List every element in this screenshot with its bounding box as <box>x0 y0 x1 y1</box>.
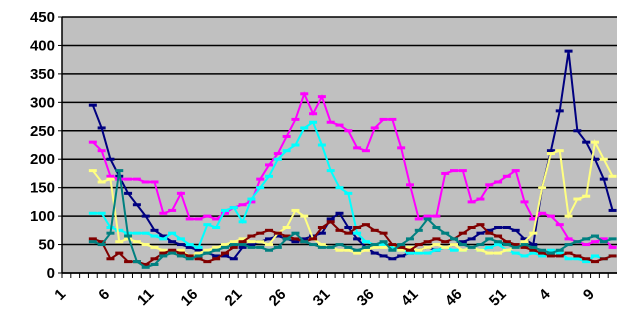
x-tick-label: 6 <box>95 286 113 304</box>
y-tick-label: 100 <box>30 208 55 225</box>
y-tick-label: 0 <box>47 265 55 282</box>
x-tick-label: 26 <box>266 286 290 310</box>
x-tick-label: 9 <box>580 286 598 304</box>
y-tick-label: 450 <box>30 9 55 26</box>
x-tick-label: 4 <box>536 285 554 303</box>
x-tick-label: 31 <box>310 286 334 310</box>
x-tick-label: 41 <box>398 286 422 310</box>
y-tick-label: 150 <box>30 180 55 197</box>
x-tick-label: 46 <box>442 286 466 310</box>
x-tick-label: 36 <box>354 286 378 310</box>
x-tick-label: 16 <box>178 286 202 310</box>
series-line <box>92 91 614 249</box>
y-tick-label: 400 <box>30 37 55 54</box>
y-tick-label: 50 <box>38 237 55 254</box>
x-tick-label: 1 <box>51 286 69 304</box>
y-tick-label: 200 <box>30 151 55 168</box>
y-tick-label: 250 <box>30 123 55 140</box>
x-tick-label: 11 <box>134 286 157 309</box>
x-tick-label: 51 <box>486 286 510 310</box>
x-tick-label: 21 <box>222 286 246 310</box>
y-tick-label: 350 <box>30 66 55 83</box>
y-tick-label: 300 <box>30 94 55 111</box>
